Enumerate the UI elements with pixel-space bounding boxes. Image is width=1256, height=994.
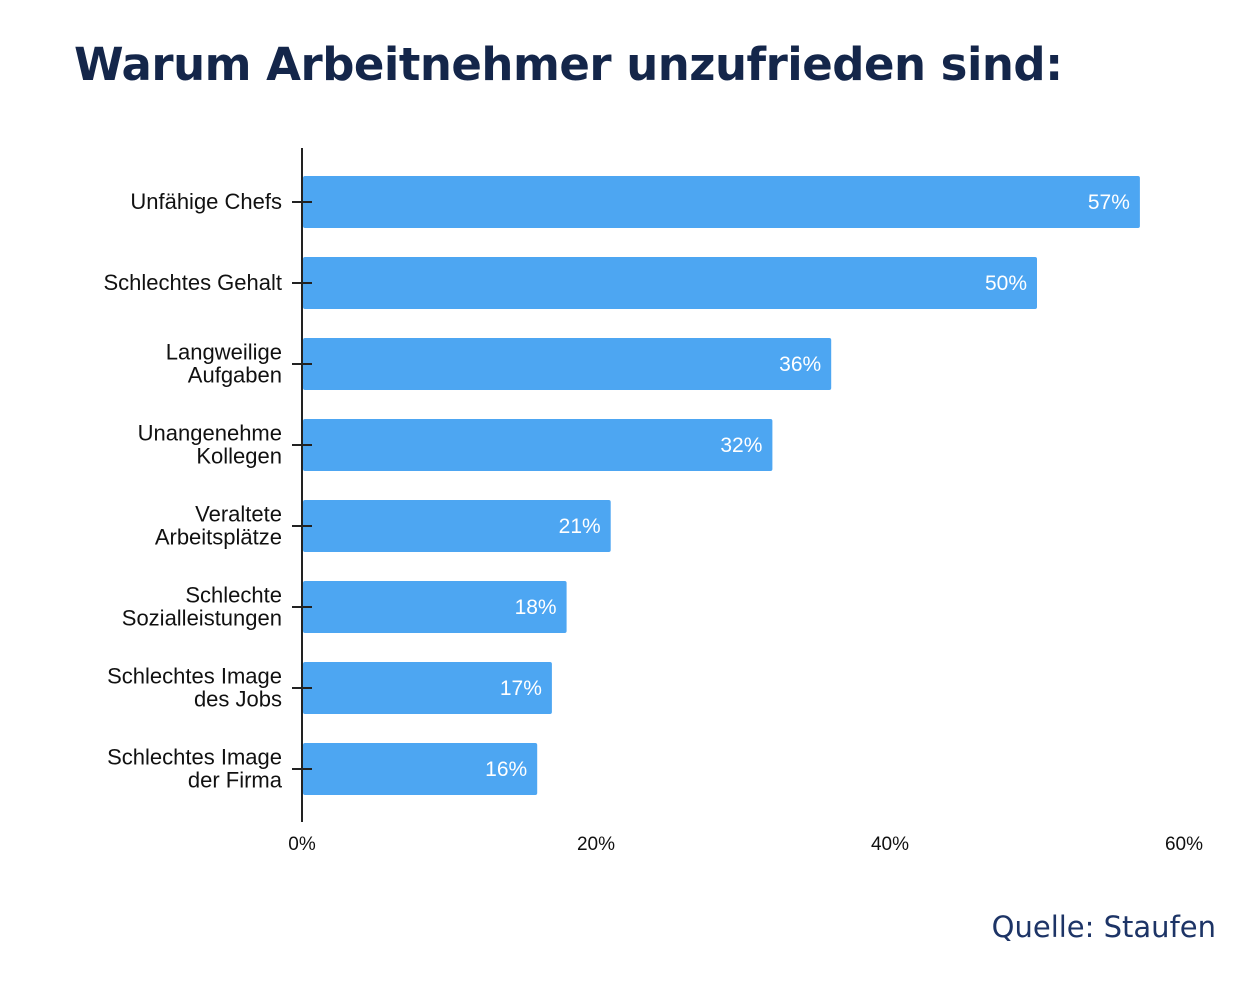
value-label: 57%	[1088, 191, 1130, 214]
bar	[303, 338, 832, 390]
category-label: Unangenehme Kollegen	[138, 421, 282, 469]
value-label: 18%	[515, 596, 557, 619]
bar	[303, 176, 1140, 228]
category-label: Schlechtes Image des Jobs	[107, 664, 282, 712]
bar	[303, 662, 552, 714]
category-label: Veraltete Arbeitsplätze	[155, 502, 282, 550]
value-label: 16%	[485, 758, 527, 781]
value-label: 17%	[500, 677, 542, 700]
x-tick-label: 40%	[871, 834, 909, 855]
value-label: 21%	[559, 515, 601, 538]
bar	[303, 500, 611, 552]
category-label: Schlechtes Image der Firma	[107, 745, 283, 793]
category-label: Langweilige Aufgaben	[166, 340, 282, 388]
bar	[303, 743, 538, 795]
source-note: Quelle: Staufen	[991, 910, 1216, 944]
bar	[303, 419, 773, 471]
x-tick-label: 20%	[577, 834, 615, 855]
page-title: Warum Arbeitnehmer unzufrieden sind:	[74, 38, 1063, 91]
value-label: 32%	[720, 434, 762, 457]
category-label: Unfähige Chefs	[130, 189, 282, 214]
category-label: Schlechtes Gehalt	[103, 270, 282, 295]
value-label: 50%	[985, 272, 1027, 295]
category-label: Schlechte Sozialleistungen	[122, 583, 282, 631]
x-tick-label: 60%	[1165, 834, 1203, 855]
x-tick-label: 0%	[288, 834, 316, 855]
bar	[303, 257, 1037, 309]
value-label: 36%	[779, 353, 821, 376]
bar	[303, 581, 567, 633]
